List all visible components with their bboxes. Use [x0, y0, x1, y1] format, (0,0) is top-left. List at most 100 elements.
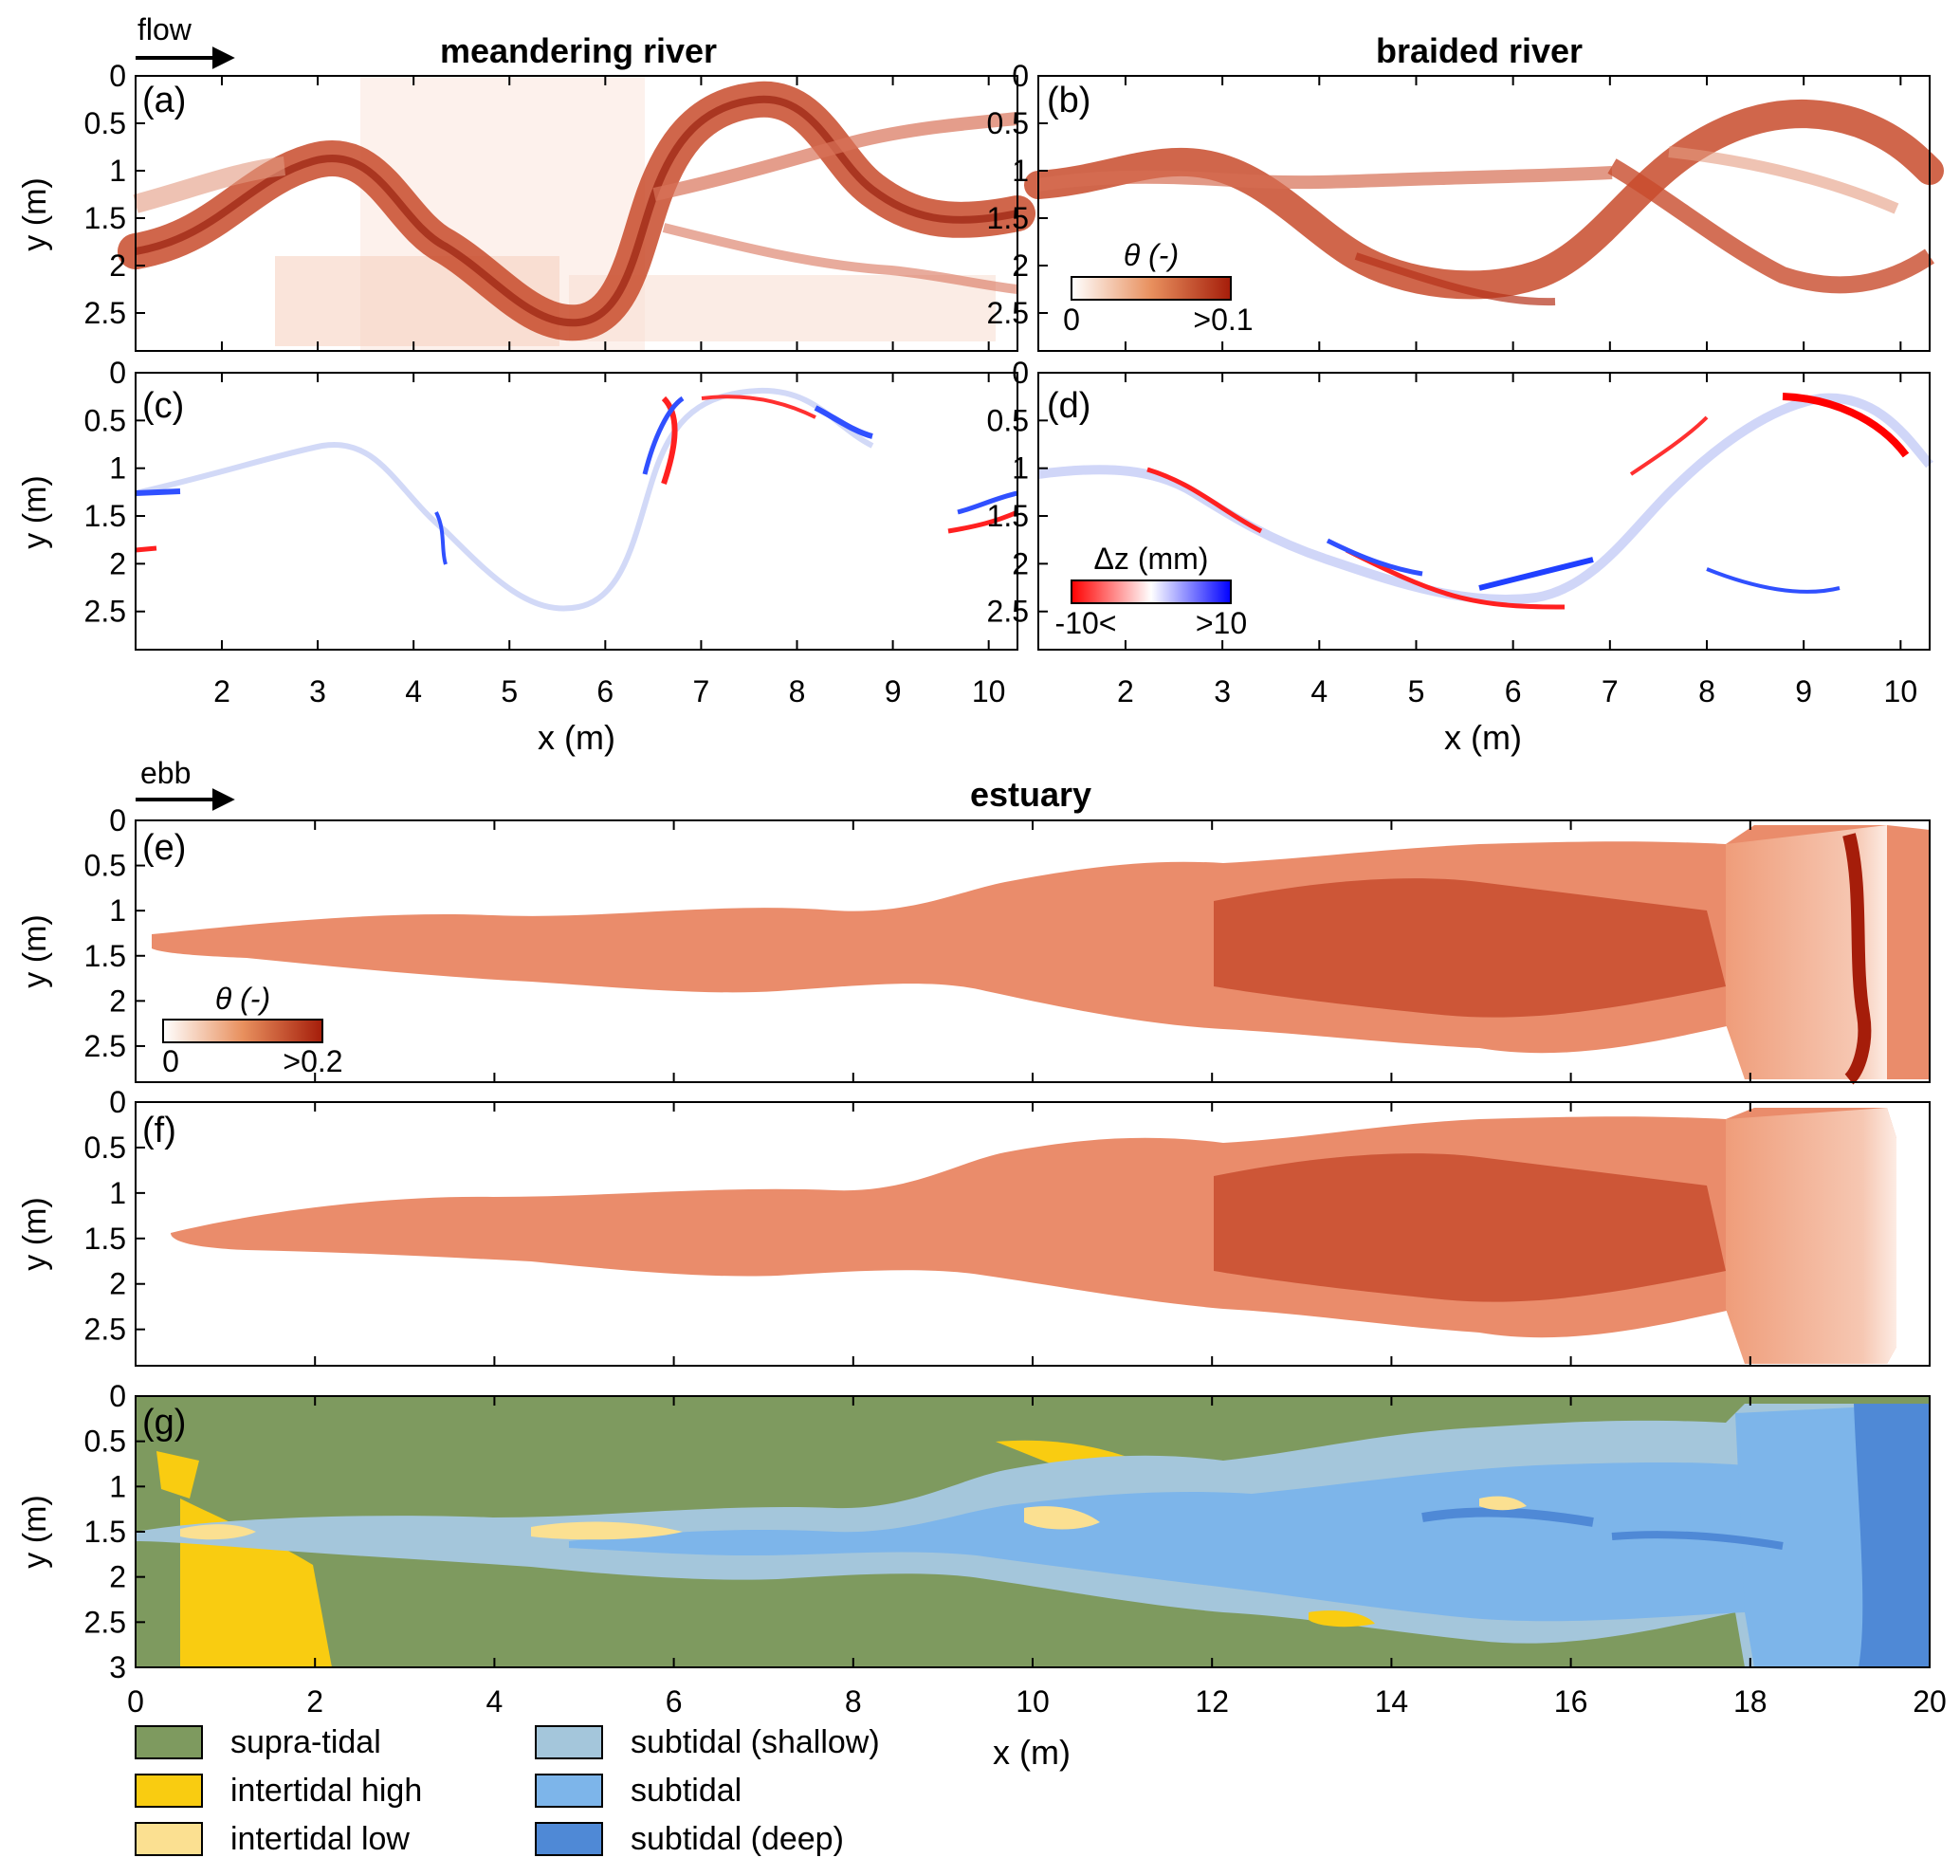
panel-b [1024, 75, 1944, 352]
river-axes: 0 0.5 1 1.5 2 2.5 0 0.5 1 1.5 2 2.5 0 0.5 1 1.5 2 2.5 0 0.5… [84, 59, 1918, 708]
colorbar-theta-river-max: >0.1 [1193, 303, 1253, 337]
colorbar-dz-max: >10 [1196, 606, 1247, 640]
b-y-tick-label: 0.5 [987, 106, 1029, 140]
legend-label: subtidal (deep) [631, 1821, 844, 1857]
panel-g [135, 1395, 1931, 1668]
a-y-tick-label: 1.5 [84, 201, 126, 235]
colorbar-dz-min: -10< [1055, 606, 1117, 640]
legend-swatch [535, 1774, 603, 1808]
legend-swatch [535, 1822, 603, 1856]
d-y-tick-label: 2 [1012, 546, 1029, 580]
a-y-tick-label: 0.5 [84, 106, 126, 140]
d-y-tick-label: 2.5 [987, 595, 1029, 629]
colorbar-theta-estuary-min: 0 [162, 1044, 179, 1078]
c-x-tick-label: 7 [693, 674, 710, 708]
g-x-tick-label: 8 [845, 1684, 862, 1719]
d-y-tick-label: 0.5 [987, 403, 1029, 437]
g-y-tick-label: 2.5 [84, 1605, 126, 1639]
title-meandering: meandering river [440, 31, 717, 70]
panel-label-c: (c) [142, 386, 184, 426]
g-x-tick-label: 6 [666, 1684, 683, 1719]
legend-label: subtidal [631, 1773, 742, 1809]
b-y-tick-label: 1 [1012, 154, 1029, 188]
colorbar-dz [1071, 579, 1232, 604]
legend-label: intertidal low [230, 1821, 410, 1857]
d-x-tick-label: 2 [1117, 674, 1134, 708]
a-y-tick-label: 2.5 [84, 296, 126, 330]
b-y-tick-label: 2.5 [987, 296, 1029, 330]
legend-label: supra-tidal [230, 1724, 381, 1760]
c-y-tick-label: 1.5 [84, 499, 126, 533]
g-x-tick-label: 4 [486, 1684, 504, 1719]
b-y-tick-label: 0 [1012, 59, 1029, 93]
c-x-tick-label: 6 [596, 674, 614, 708]
legend-swatch [135, 1822, 203, 1856]
c-x-tick-label: 10 [972, 674, 1006, 708]
b-y-tick-label: 1.5 [987, 201, 1029, 235]
colorbar-dz-title: Δz (mm) [1094, 542, 1209, 576]
g-x-tick-label: 0 [127, 1684, 144, 1719]
e-y-tick-label: 2.5 [84, 1029, 126, 1063]
legend-swatch [135, 1725, 203, 1759]
legend-swatch [535, 1725, 603, 1759]
legend-swatch [135, 1774, 203, 1808]
e-y-tick-label: 0 [109, 803, 126, 837]
c-y-tick-label: 0.5 [84, 403, 126, 437]
legend: supra-tidal intertidal high intertidal low… [135, 1724, 880, 1857]
colorbar-theta-estuary [162, 1019, 323, 1043]
g-y-tick-label: 0.5 [84, 1425, 126, 1459]
c-x-tick-label: 8 [789, 674, 806, 708]
legend-label: intertidal high [230, 1773, 422, 1809]
f-y-tick-label: 1.5 [84, 1222, 126, 1256]
c-y-tick-label: 0 [109, 356, 126, 390]
d-x-tick-label: 4 [1310, 674, 1328, 708]
c-x-tick-label: 4 [405, 674, 422, 708]
ylabel-f: y (m) [17, 1197, 53, 1270]
c-x-tick-label: 9 [885, 674, 902, 708]
ebb-label: ebb [140, 756, 191, 790]
panel-label-e: (e) [142, 828, 186, 868]
xlabel-left: x (m) [538, 718, 615, 757]
e-y-tick-label: 1 [109, 893, 126, 928]
e-y-tick-label: 0.5 [84, 849, 126, 883]
title-braided: braided river [1376, 31, 1583, 70]
ylabel-g: y (m) [17, 1495, 53, 1568]
ylabel-e: y (m) [17, 914, 53, 987]
g-x-tick-label: 18 [1733, 1684, 1768, 1719]
d-x-tick-label: 3 [1214, 674, 1231, 708]
d-y-tick-label: 1.5 [987, 499, 1029, 533]
g-x-tick-label: 12 [1195, 1684, 1229, 1719]
colorbar-theta-river-min: 0 [1063, 303, 1080, 337]
panel-e [135, 819, 1931, 1085]
a-y-tick-label: 2 [109, 248, 126, 283]
a-y-tick-label: 1 [109, 154, 126, 188]
g-y-tick-label: 1.5 [84, 1515, 126, 1549]
g-x-tick-label: 16 [1554, 1684, 1588, 1719]
estuary-axes: 00.511.522.500.511.522.500.511.522.530 2 4… [84, 803, 1947, 1719]
d-y-tick-label: 0 [1012, 356, 1029, 390]
g-y-tick-label: 2 [109, 1560, 126, 1594]
panel-label-d: (d) [1047, 386, 1090, 426]
f-y-tick-label: 1 [109, 1176, 126, 1210]
g-x-tick-label: 10 [1016, 1684, 1050, 1719]
c-x-tick-label: 3 [309, 674, 326, 708]
d-x-tick-label: 5 [1408, 674, 1425, 708]
panel-label-a: (a) [142, 81, 186, 120]
panel-label-f: (f) [142, 1111, 176, 1150]
d-x-tick-label: 6 [1505, 674, 1522, 708]
xlabel-estuary: x (m) [993, 1733, 1071, 1772]
panel-label-b: (b) [1047, 81, 1090, 120]
colorbar-theta-river-title: θ (-) [1124, 238, 1179, 272]
panel-label-g: (g) [142, 1403, 186, 1443]
colorbar-theta-estuary-title: θ (-) [215, 982, 270, 1016]
f-y-tick-label: 0.5 [84, 1131, 126, 1165]
legend-label: subtidal (shallow) [631, 1724, 880, 1760]
f-y-tick-label: 2.5 [84, 1313, 126, 1347]
ylabel-c: y (m) [17, 475, 53, 548]
b-y-tick-label: 2 [1012, 248, 1029, 283]
a-y-tick-label: 0 [109, 59, 126, 93]
panel-f [135, 1101, 1931, 1367]
g-x-tick-label: 2 [306, 1684, 323, 1719]
d-x-tick-label: 10 [1884, 674, 1918, 708]
